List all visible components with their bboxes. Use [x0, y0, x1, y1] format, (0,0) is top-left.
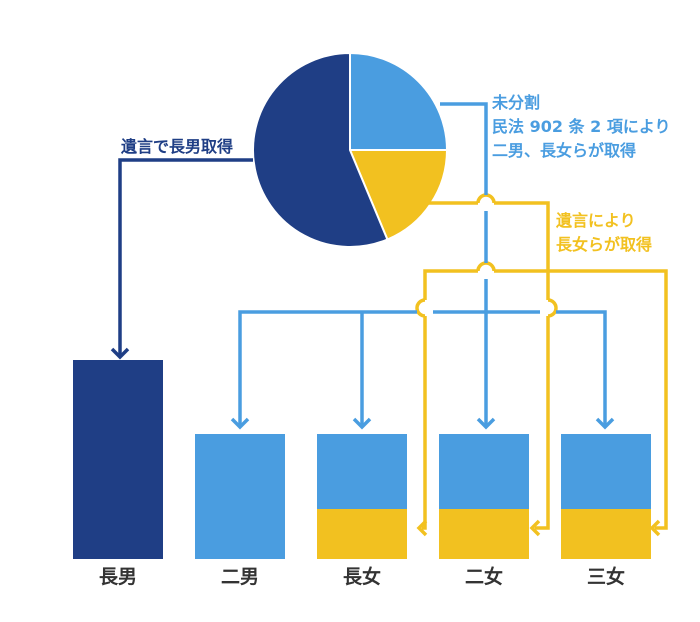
heir-label-third-daughter: 三女	[587, 565, 625, 588]
estate-pie-chart	[252, 51, 449, 248]
heir-bar-third-daughter-will-share	[561, 509, 651, 559]
will-daughters-annotation: 遺言により 長女らが取得	[556, 211, 652, 254]
undivided-label-line2: 民法 902 条 2 項により	[492, 117, 671, 136]
heir-label-eldest-son: 長男	[99, 566, 137, 588]
heir-bar-eldest-son-will-share	[73, 360, 163, 559]
daughters-will-connector	[415, 193, 668, 537]
heir-label-second-daughter: 二女	[465, 565, 503, 588]
heir-bars	[73, 360, 651, 559]
heir-bar-second-son-undivided-share	[195, 434, 285, 559]
undivided-share-connector	[230, 102, 615, 430]
will-daughters-label-line1: 遺言により	[556, 211, 636, 230]
pie-slice-undivided	[349, 51, 449, 151]
will-eldest-son-label: 遺言で長男取得	[121, 137, 233, 156]
heir-labels: 長男 二男 長女 二女 三女	[99, 565, 625, 588]
heir-bar-eldest-daughter-undivided-share	[317, 434, 407, 509]
will-daughters-label-line2: 長女らが取得	[556, 235, 652, 254]
heir-bar-eldest-daughter-will-share	[317, 509, 407, 559]
undivided-label-line3: 二男、長女らが取得	[492, 141, 636, 160]
undivided-label-line1: 未分割	[491, 93, 540, 112]
eldest-son-will-connector	[110, 158, 253, 360]
pie-slice-will-eldest-son	[252, 51, 389, 248]
heir-bar-third-daughter-undivided-share	[561, 434, 651, 509]
heir-bar-second-daughter-undivided-share	[439, 434, 529, 509]
undivided-annotation: 未分割 民法 902 条 2 項により 二男、長女らが取得	[491, 93, 671, 160]
heir-label-eldest-daughter: 長女	[343, 565, 381, 588]
heir-label-second-son: 二男	[221, 566, 259, 588]
heir-bar-second-daughter-will-share	[439, 509, 529, 559]
